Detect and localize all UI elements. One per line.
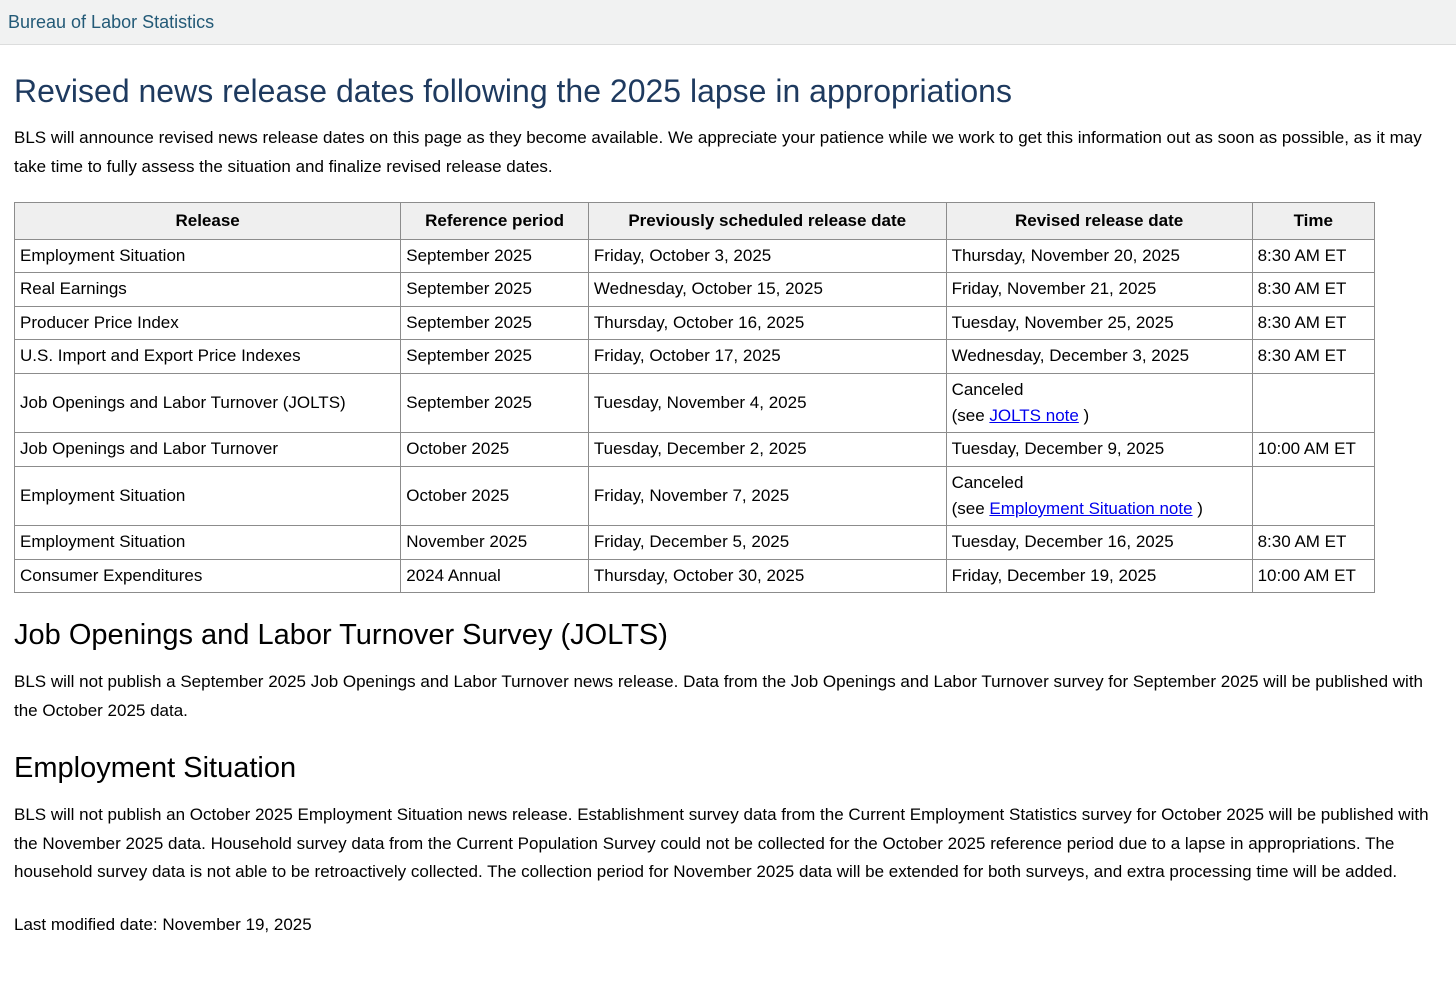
employment-situation-section-paragraph: BLS will not publish an October 2025 Emp…: [14, 804, 1429, 882]
note-suffix: ): [1078, 405, 1090, 425]
revised-date-cell: Canceled (see Employment Situation note …: [945, 465, 1253, 527]
table-row: Employment Situation October 2025 Friday…: [13, 465, 1376, 527]
jolts-note-link[interactable]: JOLTS note: [989, 405, 1079, 425]
page-title: Revised news release dates following the…: [14, 73, 1012, 109]
release-cell: Employment Situation: [13, 239, 402, 274]
time-cell: 8:30 AM ET: [1251, 239, 1376, 274]
canceled-note: (see Employment Situation note ): [952, 496, 1247, 522]
table-row: Job Openings and Labor Turnover (JOLTS) …: [13, 372, 1376, 434]
table-row: Job Openings and Labor Turnover October …: [13, 432, 1376, 467]
table-header-row: Release Reference period Previously sche…: [13, 201, 1376, 241]
column-header-revised-date: Revised release date: [945, 201, 1253, 241]
previous-date-cell: Wednesday, October 15, 2025: [587, 272, 947, 307]
canceled-label: Canceled: [951, 472, 1024, 492]
column-header-reference-period: Reference period: [400, 201, 589, 241]
revised-date-cell: Friday, December 19, 2025: [945, 558, 1253, 593]
employment-situation-section-heading: Employment Situation: [14, 751, 297, 784]
time-cell: 8:30 AM ET: [1251, 525, 1376, 560]
jolts-section-paragraph: BLS will not publish a September 2025 Jo…: [14, 671, 1423, 720]
time-cell: 10:00 AM ET: [1251, 558, 1376, 593]
period-cell: October 2025: [400, 465, 589, 527]
release-cell: Job Openings and Labor Turnover: [13, 432, 402, 467]
previous-date-cell: Thursday, October 16, 2025: [587, 305, 947, 341]
revised-date-cell: Thursday, November 20, 2025: [945, 239, 1253, 274]
table-row: Producer Price Index September 2025 Thur…: [13, 305, 1376, 341]
previous-date-cell: Friday, November 7, 2025: [587, 465, 947, 527]
bls-home-link[interactable]: Bureau of Labor Statistics: [8, 11, 215, 32]
release-cell: Consumer Expenditures: [13, 558, 402, 593]
release-cell: Real Earnings: [13, 272, 402, 307]
release-cell: Job Openings and Labor Turnover (JOLTS): [13, 372, 402, 434]
table-row: Consumer Expenditures 2024 Annual Thursd…: [13, 558, 1376, 593]
period-cell: September 2025: [400, 272, 589, 307]
top-bar: Bureau of Labor Statistics: [0, 0, 1456, 45]
period-cell: October 2025: [400, 432, 589, 467]
period-cell: 2024 Annual: [400, 558, 589, 593]
period-cell: November 2025: [400, 525, 589, 560]
canceled-note: (see JOLTS note ): [952, 403, 1247, 429]
table-row: Employment Situation September 2025 Frid…: [13, 239, 1376, 274]
release-cell: U.S. Import and Export Price Indexes: [13, 339, 402, 374]
main-content: Revised news release dates following the…: [0, 73, 1456, 935]
column-header-time: Time: [1251, 201, 1376, 241]
time-cell: 8:30 AM ET: [1251, 339, 1376, 374]
previous-date-cell: Friday, October 3, 2025: [587, 239, 947, 274]
previous-date-cell: Tuesday, November 4, 2025: [587, 372, 947, 434]
column-header-release: Release: [13, 201, 402, 241]
time-cell: [1251, 465, 1376, 527]
note-prefix: (see: [951, 498, 990, 518]
table-row: Real Earnings September 2025 Wednesday, …: [13, 272, 1376, 307]
period-cell: September 2025: [400, 339, 589, 374]
revised-date-cell: Tuesday, December 16, 2025: [945, 525, 1253, 560]
note-prefix: (see: [951, 405, 990, 425]
release-cell: Producer Price Index: [13, 305, 402, 341]
release-cell: Employment Situation: [13, 525, 402, 560]
previous-date-cell: Tuesday, December 2, 2025: [587, 432, 947, 467]
previous-date-cell: Friday, October 17, 2025: [587, 339, 947, 374]
last-modified-date: Last modified date: November 19, 2025: [14, 915, 312, 935]
revised-date-cell: Friday, November 21, 2025: [945, 272, 1253, 307]
time-cell: [1251, 372, 1376, 434]
canceled-label: Canceled: [951, 379, 1024, 399]
revised-date-cell: Tuesday, November 25, 2025: [945, 305, 1253, 341]
table-row: Employment Situation November 2025 Frida…: [13, 525, 1376, 560]
column-header-previously-scheduled: Previously scheduled release date: [587, 201, 947, 241]
table-row: U.S. Import and Export Price Indexes Sep…: [13, 339, 1376, 374]
time-cell: 10:00 AM ET: [1251, 432, 1376, 467]
release-cell: Employment Situation: [13, 465, 402, 527]
employment-situation-note-link[interactable]: Employment Situation note: [989, 498, 1193, 518]
period-cell: September 2025: [400, 239, 589, 274]
revised-date-cell: Wednesday, December 3, 2025: [945, 339, 1253, 374]
release-schedule-table: Release Reference period Previously sche…: [13, 201, 1376, 593]
jolts-section-heading: Job Openings and Labor Turnover Survey (…: [14, 618, 668, 651]
time-cell: 8:30 AM ET: [1251, 305, 1376, 341]
revised-date-cell: Tuesday, December 9, 2025: [945, 432, 1253, 467]
previous-date-cell: Friday, December 5, 2025: [587, 525, 947, 560]
intro-paragraph: BLS will announce revised news release d…: [14, 128, 1422, 176]
note-suffix: ): [1192, 498, 1203, 518]
time-cell: 8:30 AM ET: [1251, 272, 1376, 307]
previous-date-cell: Thursday, October 30, 2025: [587, 558, 947, 593]
revised-date-cell: Canceled (see JOLTS note ): [945, 372, 1253, 434]
period-cell: September 2025: [400, 372, 589, 434]
period-cell: September 2025: [400, 305, 589, 341]
